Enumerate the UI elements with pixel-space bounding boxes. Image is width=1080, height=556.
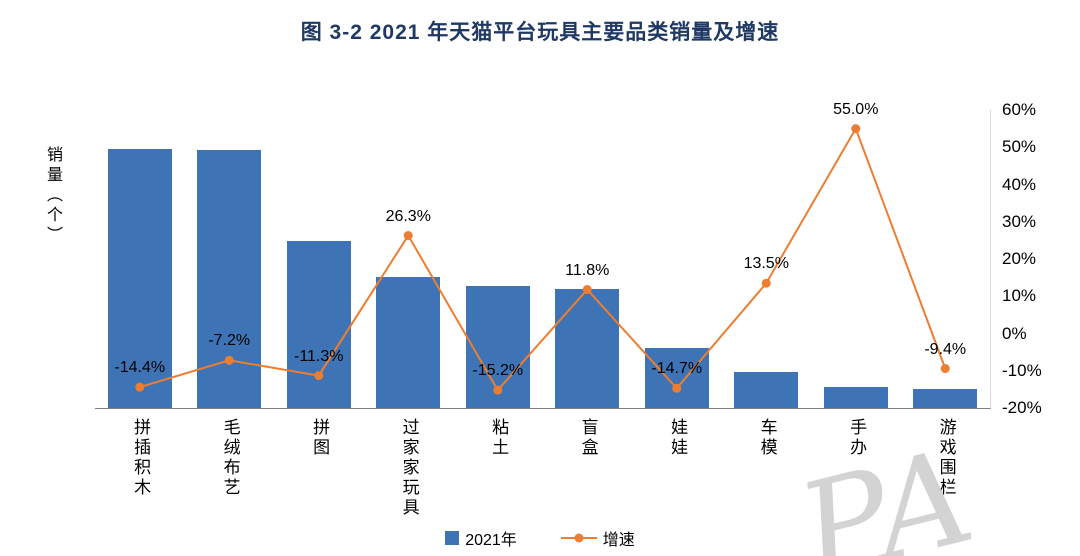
- right-axis-tick: -20%: [1002, 398, 1042, 417]
- growth-data-label: 55.0%: [833, 100, 879, 118]
- line-point-marker-icon: [940, 364, 950, 374]
- bar: [555, 288, 620, 408]
- growth-data-label: -14.4%: [114, 359, 166, 377]
- right-axis-tick: 30%: [1002, 211, 1037, 231]
- x-axis-category-label: 娃娃: [668, 418, 688, 458]
- line-point-marker-icon: [761, 278, 771, 288]
- line-point-marker-icon: [851, 124, 861, 134]
- line-series-marker-icon: [560, 533, 597, 543]
- legend-bar-label: 2021年: [465, 532, 517, 549]
- legend-item-2021: 2021年: [445, 526, 517, 550]
- growth-data-label: -9.4%: [924, 340, 967, 358]
- growth-data-label: 13.5%: [743, 255, 789, 273]
- right-axis: 60% 50% 40% 30% 20% 10% 0% -10% -20%: [1002, 100, 1074, 417]
- bar-series-swatch-icon: [445, 531, 460, 545]
- y-axis-title: 销量（个）: [44, 146, 61, 246]
- legend-item-growth: 增速: [560, 526, 635, 550]
- bar: [465, 285, 530, 408]
- legend-line-label: 增速: [602, 532, 635, 549]
- bar: [376, 276, 441, 408]
- plot-area: -14.4% -7.2% -11.3% 26.3% -15.2% 11.8% -14.7% 1…: [95, 101, 991, 409]
- growth-data-label: 26.3%: [385, 207, 431, 225]
- x-axis-category-label: 毛绒布艺: [220, 418, 240, 498]
- x-axis-category-label: 过家家玩具: [399, 418, 419, 518]
- growth-data-label: -15.2%: [472, 362, 524, 380]
- right-axis-tick: 0%: [1002, 323, 1027, 343]
- x-axis-category-label: 盲盒: [578, 418, 598, 458]
- right-axis-tick: 50%: [1002, 137, 1037, 157]
- growth-data-label: -7.2%: [208, 332, 251, 350]
- legend: 2021年 增速: [0, 526, 1080, 550]
- right-axis-tick: 40%: [1002, 174, 1037, 194]
- growth-data-label: 11.8%: [565, 261, 610, 279]
- line-point-marker-icon: [403, 231, 413, 241]
- right-axis-tick: 20%: [1002, 249, 1037, 268]
- right-axis-tick: -10%: [1002, 360, 1042, 380]
- bar: [823, 387, 888, 408]
- x-axis-category-label: 游戏围栏: [936, 418, 956, 498]
- right-axis-tick: 60%: [1002, 100, 1037, 119]
- right-axis-tick: 10%: [1002, 286, 1037, 306]
- bar: [197, 150, 262, 408]
- x-axis-category-label: 车模: [757, 418, 777, 458]
- growth-data-label: -11.3%: [293, 347, 344, 365]
- chart-title: 图 3-2 2021 年天猫平台玩具主要品类销量及增速: [300, 21, 780, 44]
- x-axis-category-label: 拼插积木: [131, 418, 151, 498]
- bar: [913, 388, 978, 408]
- bar: [286, 241, 351, 408]
- x-axis-category-label: 粘土: [489, 418, 509, 458]
- bar: [734, 372, 799, 408]
- x-axis-category-label: 拼图: [310, 418, 330, 458]
- x-axis-category-label: 手办: [847, 418, 867, 458]
- growth-data-label: -14.7%: [651, 360, 703, 378]
